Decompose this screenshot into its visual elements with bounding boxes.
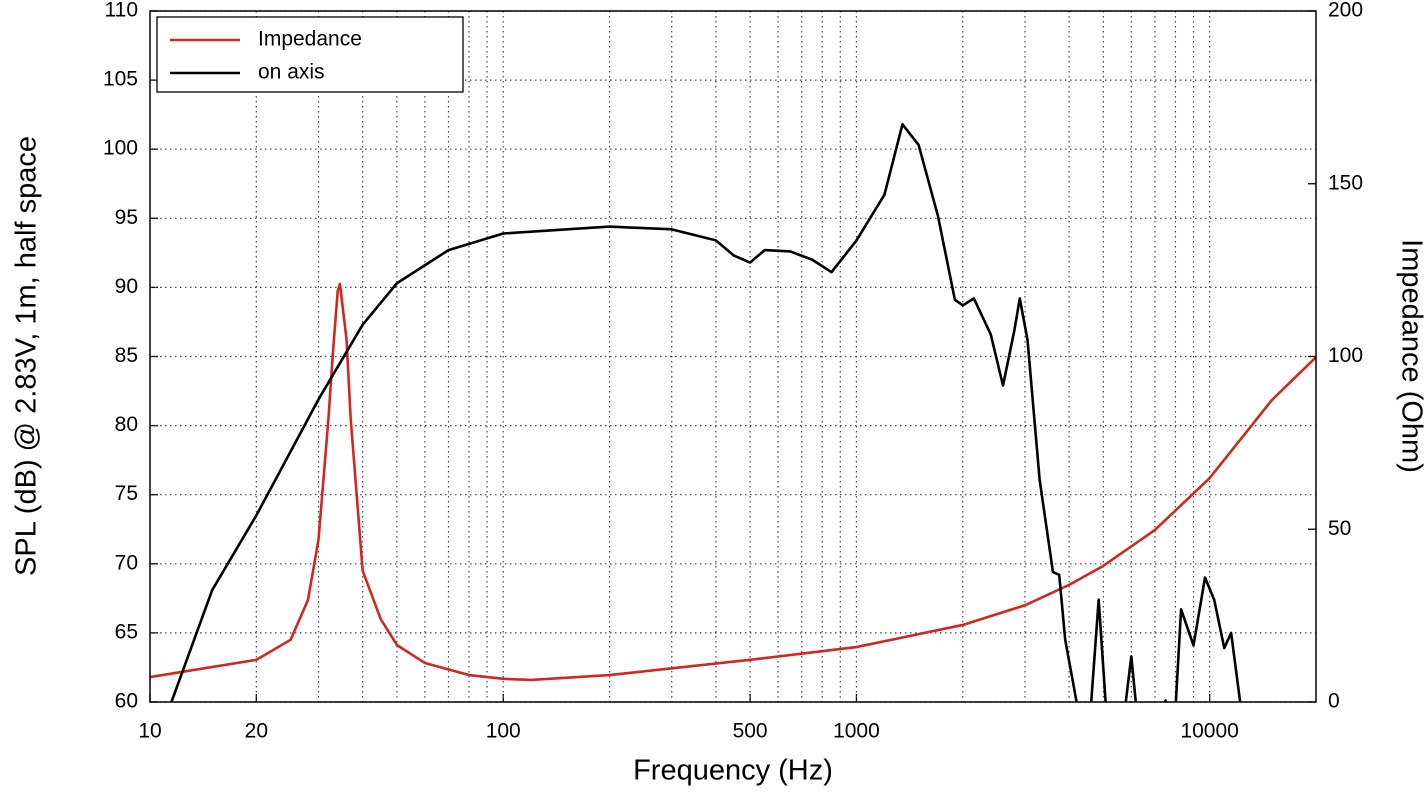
x-tick-label: 1000 xyxy=(833,720,880,743)
x-tick-label: 10000 xyxy=(1180,720,1238,743)
y-tick-label: 95 xyxy=(115,206,138,229)
legend: Impedance on axis xyxy=(156,16,464,93)
plot-area xyxy=(150,123,1316,702)
y2-tick-label: 150 xyxy=(1328,171,1363,194)
x-tick-label: 500 xyxy=(733,720,768,743)
legend-label: Impedance xyxy=(258,28,362,51)
y-tick-label: 90 xyxy=(115,275,138,298)
y2-tick-label: 0 xyxy=(1328,690,1340,713)
plot-frame xyxy=(149,10,1317,703)
y-tick-label: 80 xyxy=(115,413,138,436)
y2-axis-title: Impedance (Ohm) xyxy=(1395,239,1427,473)
series-line xyxy=(150,282,1316,682)
y-tick-label: 75 xyxy=(115,482,138,505)
y-tick-label: 85 xyxy=(115,344,138,367)
y2-tick-label: 50 xyxy=(1328,517,1351,540)
y-axis-title: SPL (dB) @ 2.83V, 1m, half space xyxy=(11,136,43,576)
y-tick-label: 100 xyxy=(103,137,138,160)
grid xyxy=(149,10,1316,703)
x-axis-title: Frequency (Hz) xyxy=(633,755,833,787)
y-tick-label: 105 xyxy=(103,68,138,91)
y-tick-label: 110 xyxy=(105,0,138,22)
y2-tick-label: 100 xyxy=(1328,344,1363,367)
x-tick-label: 100 xyxy=(486,720,521,743)
y2-tick-label: 200 xyxy=(1328,0,1363,22)
y-tick-label: 60 xyxy=(115,690,138,713)
x-tick-label: 10 xyxy=(138,720,161,743)
legend-label: on axis xyxy=(258,61,325,84)
series-line xyxy=(170,123,1242,702)
y-tick-label: 70 xyxy=(115,551,138,574)
x-tick-label: 20 xyxy=(245,720,268,743)
legend-box xyxy=(156,16,464,93)
y-tick-label: 65 xyxy=(115,620,138,643)
